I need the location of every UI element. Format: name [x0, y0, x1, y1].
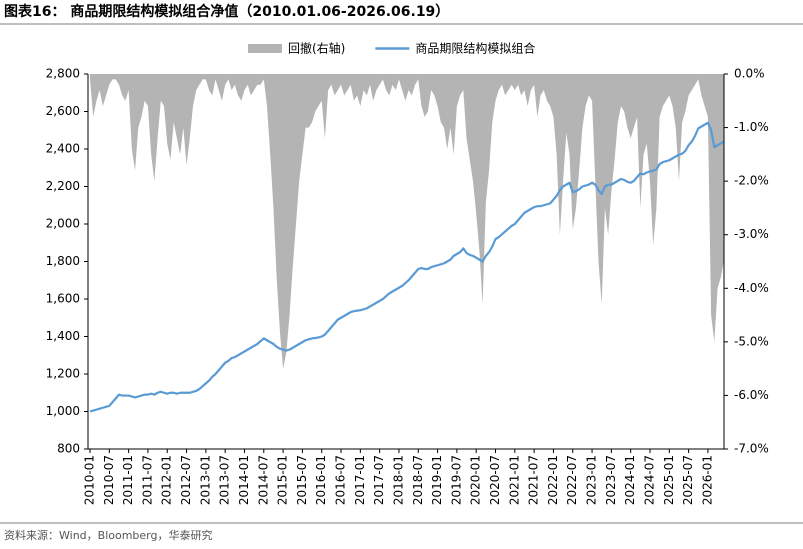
y-tick-label: 1,400: [46, 329, 80, 343]
x-tick-label: 2014-01: [237, 455, 251, 505]
x-tick-label: 2013-07: [218, 455, 232, 505]
x-tick-label: 2023-01: [585, 455, 599, 505]
y2-tick-label: -1.0%: [734, 120, 769, 134]
x-tick-label: 2023-07: [604, 455, 618, 505]
x-tick-label: 2017-01: [353, 455, 367, 505]
x-tick-label: 2016-07: [334, 455, 348, 505]
y2-tick-label: -6.0%: [734, 388, 769, 402]
net-value-line: [89, 121, 725, 413]
x-tick-label: 2022-07: [565, 455, 579, 505]
legend-label: 回撤(右轴): [288, 41, 345, 56]
y2-tick-label: -2.0%: [734, 174, 769, 188]
x-tick-label: 2016-01: [314, 455, 328, 505]
y-tick-label: 2,400: [46, 142, 80, 156]
y2-tick-label: -5.0%: [734, 334, 769, 348]
x-tick-label: 2011-07: [140, 455, 154, 505]
x-tick-label: 2011-01: [121, 455, 135, 505]
y2-tick-label: -3.0%: [734, 227, 769, 241]
x-tick-label: 2021-07: [527, 455, 541, 505]
x-tick-label: 2010-07: [102, 455, 116, 505]
x-tick-label: 2020-01: [469, 455, 483, 505]
x-tick-label: 2019-01: [430, 455, 444, 505]
x-tick-label: 2019-07: [449, 455, 463, 505]
y-tick-label: 2,800: [46, 67, 80, 81]
x-tick-label: 2018-07: [411, 455, 425, 505]
x-tick-label: 2010-01: [83, 455, 97, 505]
y-tick-label: 800: [57, 442, 80, 456]
x-tick-label: 2025-07: [681, 455, 695, 505]
x-tick-label: 2014-07: [256, 455, 270, 505]
y2-tick-label: 0.0%: [734, 67, 765, 81]
source-note: 资料来源：Wind，Bloomberg，华泰研究: [4, 528, 212, 542]
y-tick-label: 1,600: [46, 292, 80, 306]
y2-tick-label: -7.0%: [734, 442, 769, 456]
x-tick-label: 2012-01: [160, 455, 174, 505]
x-tick-label: 2024-01: [623, 455, 637, 505]
x-tick-label: 2022-01: [546, 455, 560, 505]
x-tick-label: 2013-01: [198, 455, 212, 505]
y-tick-label: 1,800: [46, 254, 80, 268]
y-tick-label: 2,200: [46, 179, 80, 193]
x-tick-label: 2018-01: [391, 455, 405, 505]
x-tick-label: 2020-07: [488, 455, 502, 505]
x-tick-label: 2021-01: [507, 455, 521, 505]
x-tick-label: 2015-07: [295, 455, 309, 505]
x-tick-label: 2026-01: [700, 455, 714, 505]
x-tick-label: 2017-07: [372, 455, 386, 505]
y-tick-label: 2,000: [46, 217, 80, 231]
y-tick-label: 1,000: [46, 404, 80, 418]
x-tick-label: 2015-01: [276, 455, 290, 505]
y2-tick-label: -4.0%: [734, 281, 769, 295]
chart-title: 图表16： 商品期限结构模拟组合净值（2010.01.06-2026.06.19…: [4, 3, 449, 20]
drawdown-area: [90, 74, 724, 369]
x-tick-label: 2024-07: [642, 455, 656, 505]
y-tick-label: 1,200: [46, 367, 80, 381]
x-tick-label: 2025-01: [662, 455, 676, 505]
x-tick-label: 2012-07: [179, 455, 193, 505]
y-tick-label: 2,600: [46, 104, 80, 118]
legend-swatch: [248, 44, 282, 53]
legend-label: 商品期限结构模拟组合: [415, 41, 535, 56]
